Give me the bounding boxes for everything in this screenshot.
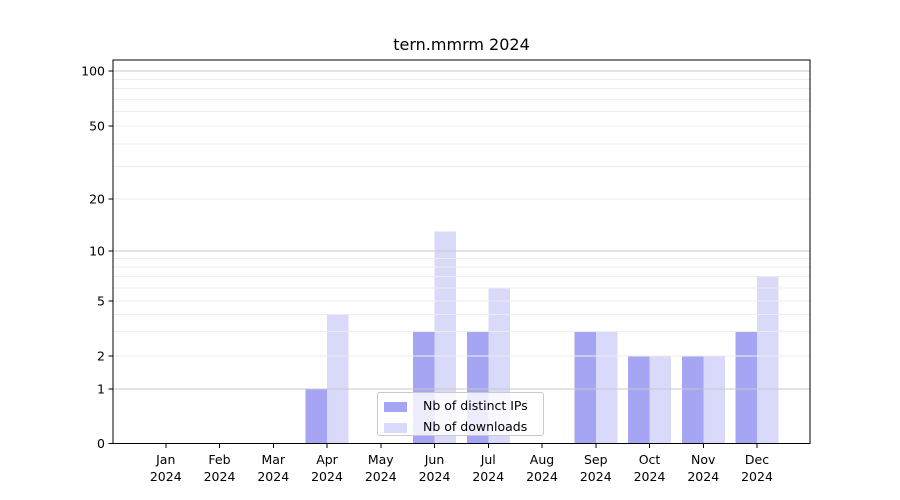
x-tick-label-year-dec: 2024: [741, 469, 773, 484]
bar-oct-downloads: [649, 356, 671, 444]
legend-item-downloads: Nb of downloads: [384, 420, 543, 435]
x-tick-label-year-oct: 2024: [634, 469, 666, 484]
bar-sep-distinct-ips: [574, 331, 596, 444]
x-tick-label-oct: Oct: [639, 452, 661, 467]
bar-jun-downloads: [434, 231, 456, 444]
x-tick-label-dec: Dec: [745, 452, 769, 467]
x-tick-label-year-apr: 2024: [311, 469, 343, 484]
x-tick-label-year-mar: 2024: [257, 469, 289, 484]
legend: Nb of distinct IPs Nb of downloads: [377, 392, 544, 436]
bar-dec-downloads: [757, 276, 779, 444]
x-tick-label-year-sep: 2024: [580, 469, 612, 484]
bar-dec-distinct-ips: [735, 331, 757, 444]
y-tick-label-20: 20: [89, 192, 105, 207]
x-tick-label-jul: Jul: [480, 452, 496, 467]
legend-swatch-distinct-ips: [384, 401, 407, 412]
axes-frame: [112, 59, 811, 444]
x-tick-label-year-feb: 2024: [204, 469, 236, 484]
x-tick-label-may: May: [368, 452, 394, 467]
x-tick-label-year-jun: 2024: [419, 469, 451, 484]
bar-oct-distinct-ips: [628, 356, 650, 444]
bar-apr-distinct-ips: [305, 389, 327, 444]
legend-label-downloads: Nb of downloads: [423, 419, 528, 435]
x-tick-label-year-aug: 2024: [526, 469, 558, 484]
x-tick-label-sep: Sep: [584, 452, 608, 467]
y-tick-label-5: 5: [97, 294, 105, 309]
y-tick-label-1: 1: [97, 382, 105, 397]
y-tick-label-50: 50: [89, 119, 105, 134]
y-tick-label-100: 100: [81, 64, 105, 79]
x-tick-label-year-nov: 2024: [687, 469, 719, 484]
chart-title: tern.mmrm 2024: [393, 35, 530, 54]
y-tick-label-2: 2: [97, 349, 105, 364]
x-tick-label-jun: Jun: [424, 452, 445, 467]
bar-apr-downloads: [327, 314, 349, 444]
y-tick-label-0: 0: [97, 436, 105, 451]
legend-label-distinct-ips: Nb of distinct IPs: [423, 398, 528, 414]
x-tick-label-year-may: 2024: [365, 469, 397, 484]
y-tick-label-10: 10: [89, 244, 105, 259]
x-tick-label-aug: Aug: [530, 452, 554, 467]
bar-nov-distinct-ips: [681, 356, 704, 444]
x-tick-label-apr: Apr: [316, 452, 338, 467]
x-tick-label-year-jul: 2024: [472, 469, 504, 484]
x-tick-label-feb: Feb: [208, 452, 230, 467]
legend-swatch-downloads: [384, 422, 407, 433]
x-tick-label-year-jan: 2024: [150, 469, 182, 484]
legend-item-distinct-ips: Nb of distinct IPs: [384, 399, 543, 414]
x-tick-label-mar: Mar: [261, 452, 285, 467]
x-tick-label-jan: Jan: [155, 452, 175, 467]
bar-nov-downloads: [703, 356, 725, 444]
x-tick-label-nov: Nov: [691, 452, 716, 467]
bar-sep-downloads: [595, 331, 618, 444]
